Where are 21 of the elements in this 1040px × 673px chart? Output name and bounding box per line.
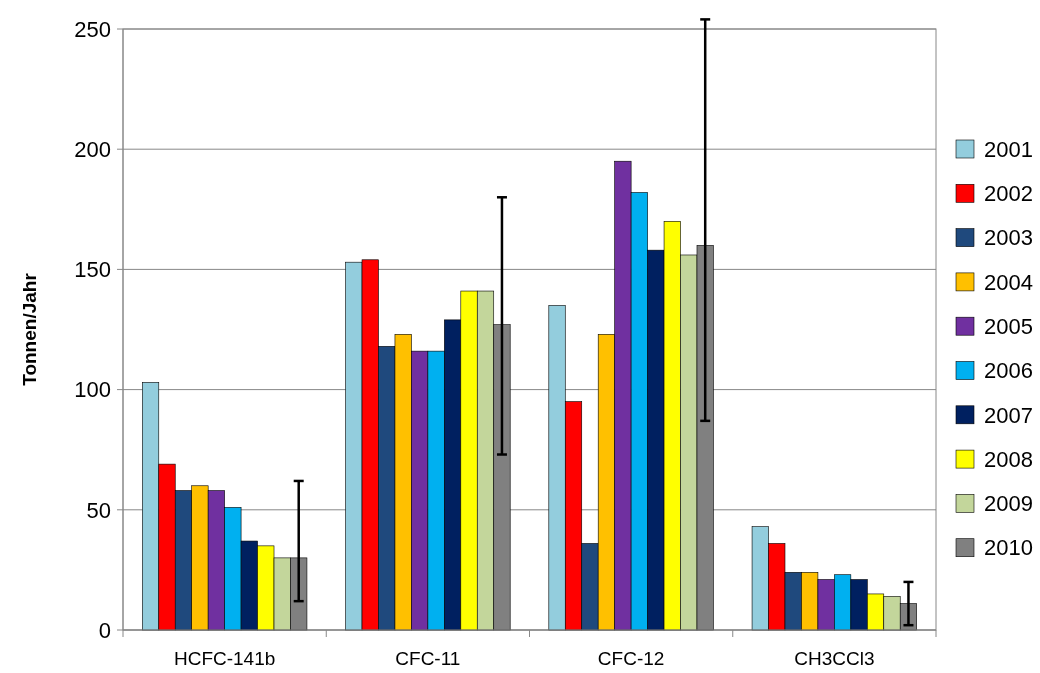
x-tick-label: CFC-11 (395, 648, 461, 669)
y-tick-label: 100 (74, 377, 111, 403)
y-axis-title: Tonnen/Jahr (19, 272, 40, 386)
x-tick-label: CFC-12 (597, 648, 665, 669)
legend-label: 2010 (984, 535, 1033, 561)
legend-label: 2001 (984, 136, 1033, 162)
y-tick-label: 150 (74, 257, 111, 283)
x-tick-label: HCFC-141b (173, 648, 276, 669)
legend-label: 2005 (984, 313, 1033, 339)
legend-label: 2006 (984, 358, 1033, 384)
legend-label: 2004 (984, 269, 1033, 295)
legend-label: 2003 (984, 225, 1033, 251)
legend-label: 2008 (984, 446, 1033, 472)
y-tick-label: 0 (98, 617, 111, 643)
x-tick-label: CH3CCl3 (794, 648, 875, 669)
y-tick-label: 200 (74, 136, 111, 162)
y-tick-label: 250 (74, 16, 111, 42)
y-tick-label: 50 (86, 497, 111, 523)
legend-label: 2002 (984, 181, 1033, 206)
legend-label: 2007 (984, 402, 1033, 428)
legend-label: 2009 (984, 491, 1033, 517)
